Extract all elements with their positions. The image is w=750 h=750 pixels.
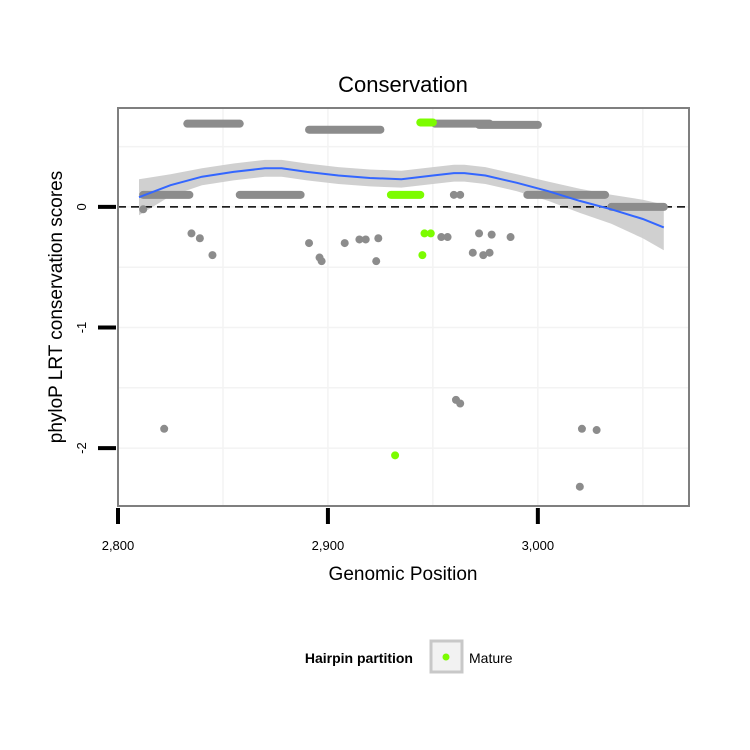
legend-mature-marker <box>442 653 450 661</box>
data-point <box>443 233 452 242</box>
y-axis-title: phyloP LRT conservation scores <box>46 171 67 444</box>
data-point <box>487 230 496 239</box>
data-point <box>361 235 370 244</box>
x-tick-label: 3,000 <box>522 538 555 553</box>
mature-point <box>420 229 429 238</box>
y-tick-label: 0 <box>74 203 89 210</box>
y-tick-label: -2 <box>74 442 89 454</box>
data-point <box>317 257 326 266</box>
points-layer <box>139 118 668 491</box>
data-point <box>187 229 196 238</box>
data-point <box>139 205 148 214</box>
data-point <box>160 424 169 433</box>
smooth-layer <box>138 167 665 229</box>
data-point <box>485 248 494 257</box>
x-axis: 2,800 2,900 3,000 <box>102 508 554 553</box>
x-tick-label: 2,800 <box>102 538 135 553</box>
data-point <box>374 234 383 243</box>
data-point <box>592 426 601 435</box>
data-point <box>449 190 458 199</box>
data-point <box>456 399 465 408</box>
mature-point <box>391 451 400 460</box>
smooth-confidence-band <box>139 159 664 251</box>
data-point <box>340 239 349 248</box>
data-point <box>475 229 484 238</box>
chart-title: Conservation <box>338 72 468 97</box>
data-point <box>506 233 515 242</box>
data-point <box>372 257 381 266</box>
data-point <box>468 248 477 257</box>
mature-point <box>418 251 427 260</box>
mature-point <box>426 229 435 238</box>
data-point <box>456 190 465 199</box>
data-point <box>479 251 488 260</box>
data-point <box>575 482 584 491</box>
legend-title: Hairpin partition <box>305 650 413 666</box>
x-tick-label: 2,900 <box>312 538 345 553</box>
data-point <box>208 251 217 260</box>
x-axis-title: Genomic Position <box>329 564 478 585</box>
data-point <box>577 424 586 433</box>
y-axis: -2 -1 0 <box>74 203 116 454</box>
data-point <box>355 235 364 244</box>
data-point <box>305 239 314 248</box>
legend-label-mature: Mature <box>469 650 513 666</box>
plot-panel <box>118 108 689 506</box>
y-tick-label: -1 <box>74 322 89 334</box>
legend-key <box>429 639 464 674</box>
smooth-trend-line <box>138 167 665 229</box>
legend: Hairpin partition Mature <box>305 639 513 674</box>
data-point <box>195 234 204 243</box>
panel-border <box>117 107 690 507</box>
data-point <box>437 233 446 242</box>
confidence-band <box>139 159 664 251</box>
